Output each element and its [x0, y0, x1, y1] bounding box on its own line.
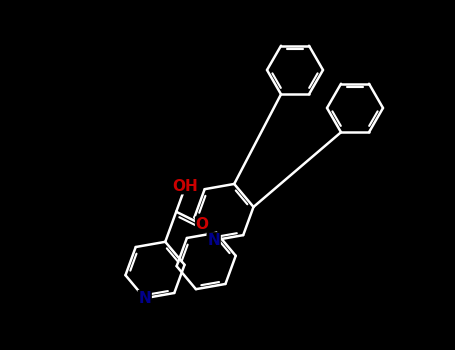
Text: O: O	[196, 217, 209, 232]
Text: N: N	[207, 233, 220, 248]
Text: OH: OH	[172, 179, 198, 194]
Text: N: N	[138, 291, 151, 306]
